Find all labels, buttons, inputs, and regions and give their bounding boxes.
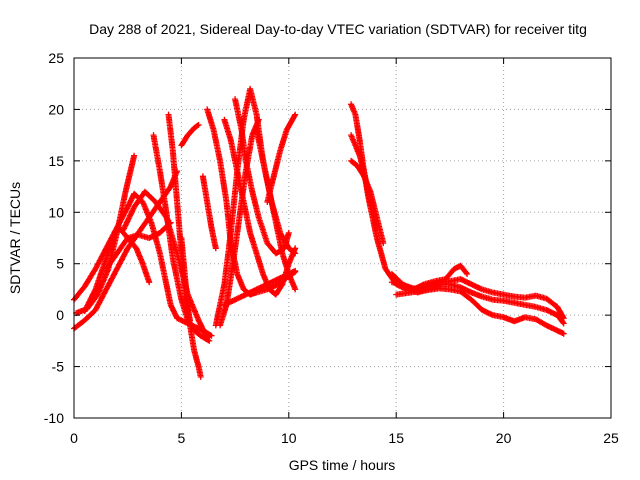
- data-points: [348, 157, 387, 247]
- x-tick-label: 15: [388, 430, 404, 446]
- plot-frame: [73, 57, 612, 419]
- series-arc-i: [178, 235, 204, 380]
- series-arc-e: [103, 219, 174, 272]
- data-points: [425, 276, 567, 322]
- x-tick-label: 0: [70, 430, 78, 446]
- y-tick-label: -10: [44, 410, 64, 426]
- y-tick-label: -5: [52, 359, 65, 375]
- series-arc-j: [178, 121, 202, 149]
- data-points: [199, 173, 219, 252]
- y-tick-label: 5: [56, 256, 64, 272]
- data-points: [348, 101, 443, 296]
- data-points: [178, 121, 202, 149]
- tick-layer: 0 5 10 15 20 25 -10 -5 0 5 10 15 20 25: [44, 50, 619, 446]
- series-arc-s: [204, 106, 299, 298]
- data-points: [204, 106, 299, 298]
- data-points: [178, 235, 204, 380]
- series-arc-z: [425, 276, 567, 322]
- y-tick-label: 0: [56, 307, 64, 323]
- series-arc-v: [348, 157, 387, 247]
- y-tick-label: 10: [48, 204, 64, 220]
- x-tick-label: 10: [281, 430, 297, 446]
- x-tick-label: 20: [496, 430, 512, 446]
- y-tick-label: 15: [48, 153, 64, 169]
- y-tick-label: 25: [48, 50, 64, 66]
- data-points: [264, 111, 299, 205]
- x-tick-label: 25: [603, 430, 619, 446]
- series-arc-k: [199, 173, 219, 252]
- chart-title: Day 288 of 2021, Sidereal Day-to-day VTE…: [89, 21, 587, 37]
- data-layer: [71, 85, 567, 380]
- grid-layer: [74, 58, 611, 418]
- series-arc-r: [264, 111, 299, 205]
- y-tick-label: 20: [48, 101, 64, 117]
- x-tick-label: 5: [178, 430, 186, 446]
- data-points: [393, 285, 567, 337]
- x-axis-label: GPS time / hours: [289, 457, 396, 473]
- y-axis-label: SDTVAR / TECUs: [7, 182, 23, 294]
- series-arc-t: [348, 101, 443, 296]
- series-arc-y: [393, 285, 567, 337]
- data-points: [103, 219, 174, 272]
